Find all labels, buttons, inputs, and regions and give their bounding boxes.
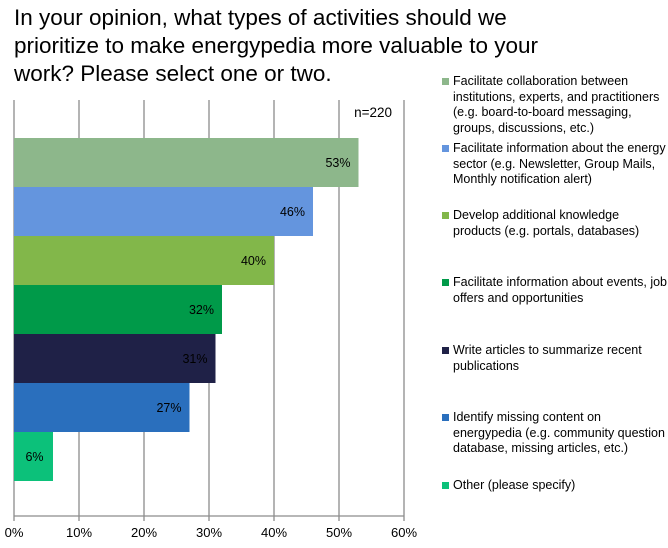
x-tick-label: 30% bbox=[196, 525, 222, 540]
x-tick-label: 10% bbox=[66, 525, 92, 540]
legend-item: Other (please specify) bbox=[440, 478, 668, 494]
legend-label: Other (please specify) bbox=[453, 478, 576, 492]
bar bbox=[14, 383, 190, 432]
data-label: 53% bbox=[325, 156, 350, 170]
legend-swatch bbox=[442, 347, 449, 354]
legend-swatch bbox=[442, 279, 449, 286]
bar bbox=[14, 236, 274, 285]
sample-size-annotation: n=220 bbox=[354, 105, 392, 120]
legend-item: Identify missing content on energypedia … bbox=[440, 410, 668, 457]
data-label: 46% bbox=[280, 205, 305, 219]
chart-title: In your opinion, what types of activitie… bbox=[14, 5, 539, 86]
legend-label: Write articles to summarize recent publi… bbox=[453, 343, 642, 373]
legend-item: Facilitate information about events, job… bbox=[440, 275, 668, 306]
data-label: 6% bbox=[25, 450, 43, 464]
legend-label: Develop additional knowledge products (e… bbox=[453, 208, 640, 238]
legend-swatch bbox=[442, 78, 449, 85]
legend-label: Facilitate collaboration between institu… bbox=[453, 74, 660, 135]
legend-swatch bbox=[442, 212, 449, 219]
legend-item: Facilitate information about the energy … bbox=[440, 141, 668, 188]
legend-swatch bbox=[442, 482, 449, 489]
x-tick-label: 0% bbox=[5, 525, 24, 540]
bar bbox=[14, 432, 53, 481]
data-label: 27% bbox=[156, 401, 181, 415]
legend-label: Facilitate information about the energy … bbox=[453, 141, 666, 186]
bar bbox=[14, 285, 222, 334]
bar bbox=[14, 138, 359, 187]
x-tick-label: 60% bbox=[391, 525, 417, 540]
x-tick-label: 40% bbox=[261, 525, 287, 540]
legend-item: Write articles to summarize recent publi… bbox=[440, 343, 668, 374]
bar bbox=[14, 187, 313, 236]
legend-item: Develop additional knowledge products (e… bbox=[440, 208, 668, 239]
legend-swatch bbox=[442, 414, 449, 421]
x-tick-label: 50% bbox=[326, 525, 352, 540]
x-tick-label: 20% bbox=[131, 525, 157, 540]
legend-label: Facilitate information about events, job… bbox=[453, 275, 668, 305]
bar bbox=[14, 334, 216, 383]
data-label: 32% bbox=[189, 303, 214, 317]
legend-item: Facilitate collaboration between institu… bbox=[440, 74, 668, 136]
data-label: 31% bbox=[182, 352, 207, 366]
data-label: 40% bbox=[241, 254, 266, 268]
legend-swatch bbox=[442, 145, 449, 152]
legend-label: Identify missing content on energypedia … bbox=[453, 410, 665, 455]
